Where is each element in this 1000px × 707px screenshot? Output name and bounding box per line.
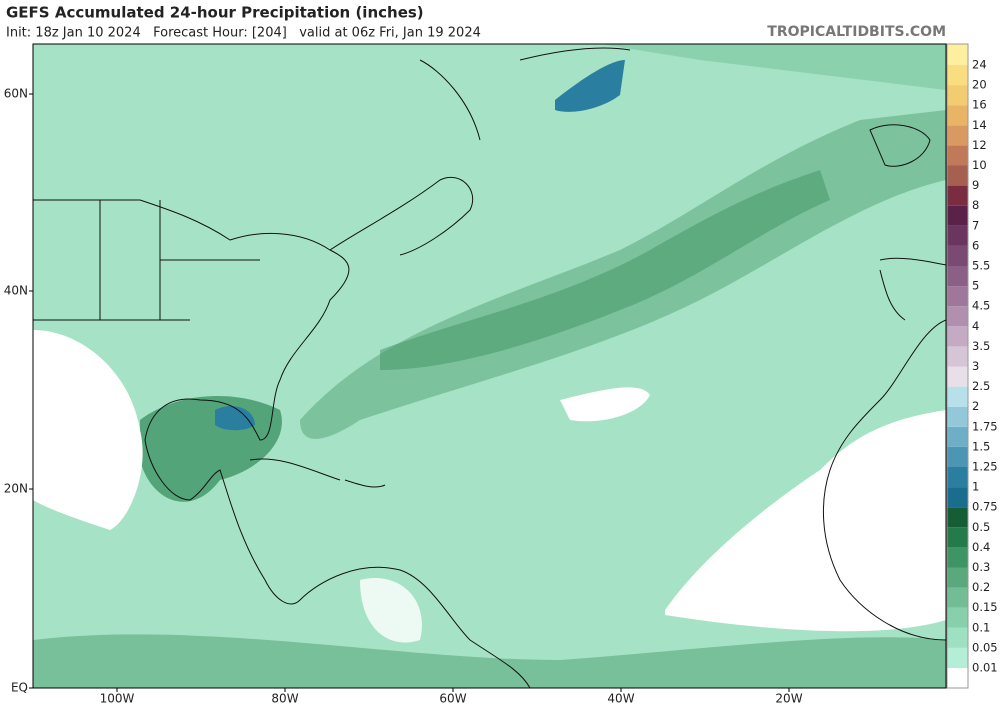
colorbar-label: 0.1 bbox=[972, 620, 990, 634]
colorbar-label: 4 bbox=[972, 319, 979, 333]
lat-label: 20N bbox=[4, 482, 28, 496]
colorbar-swatch bbox=[947, 507, 968, 528]
colorbar-swatch bbox=[947, 446, 968, 467]
colorbar-label: 6 bbox=[972, 238, 979, 252]
lat-label: EQ bbox=[11, 681, 28, 695]
colorbar-swatch bbox=[947, 346, 968, 367]
colorbar-label: 14 bbox=[972, 118, 987, 132]
colorbar-swatch bbox=[947, 105, 968, 126]
colorbar-swatch bbox=[947, 587, 968, 608]
colorbar-label: 24 bbox=[972, 58, 987, 72]
colorbar-label: 5 bbox=[972, 279, 979, 293]
lon-label: 60W bbox=[439, 692, 466, 706]
colorbar-label: 2 bbox=[972, 399, 979, 413]
colorbar-swatch bbox=[947, 306, 968, 327]
colorbar-label: 3 bbox=[972, 359, 979, 373]
colorbar-swatch bbox=[947, 225, 968, 246]
colorbar-swatch bbox=[947, 668, 968, 688]
colorbar-label: 0.15 bbox=[972, 600, 998, 614]
colorbar-swatch bbox=[947, 647, 968, 668]
colorbar-label: 0.4 bbox=[972, 540, 990, 554]
colorbar-label: 0.5 bbox=[972, 520, 990, 534]
colorbar-label: 5.5 bbox=[972, 259, 990, 273]
colorbar-swatch bbox=[947, 185, 968, 206]
colorbar-swatch bbox=[947, 547, 968, 568]
colorbar-swatch bbox=[947, 125, 968, 146]
colorbar-swatch bbox=[947, 286, 968, 307]
colorbar-swatch bbox=[947, 245, 968, 266]
colorbar-label: 1.25 bbox=[972, 460, 998, 474]
colorbar-swatch bbox=[947, 426, 968, 447]
colorbar-swatch bbox=[947, 406, 968, 427]
colorbar-swatch bbox=[947, 487, 968, 508]
colorbar-swatch bbox=[947, 567, 968, 588]
colorbar-label: 1 bbox=[972, 480, 979, 494]
colorbar-label: 16 bbox=[972, 98, 987, 112]
colorbar-label: 1.75 bbox=[972, 419, 998, 433]
colorbar-label: 0.05 bbox=[972, 640, 998, 654]
colorbar-label: 8 bbox=[972, 198, 979, 212]
colorbar-label: 0.75 bbox=[972, 500, 998, 514]
colorbar: 0.01 0.05 0.1 0.15 0.2 0.3 0.4 0.5 0.75 1 1.25 1.5 1… bbox=[946, 43, 998, 689]
title: GEFS Accumulated 24-hour Precipitation (… bbox=[6, 4, 424, 22]
colorbar-swatch bbox=[947, 145, 968, 166]
lon-label: 80W bbox=[271, 692, 298, 706]
lon-label: 20W bbox=[775, 692, 802, 706]
colorbar-frame bbox=[946, 43, 969, 689]
colorbar-label: 0.01 bbox=[972, 661, 998, 675]
colorbar-swatch bbox=[947, 44, 968, 65]
colorbar-label: 2.5 bbox=[972, 379, 990, 393]
lat-label: 40N bbox=[4, 284, 28, 298]
map-frame bbox=[32, 43, 947, 689]
colorbar-swatch bbox=[947, 607, 968, 628]
colorbar-swatch bbox=[947, 386, 968, 407]
colorbar-label: 1.5 bbox=[972, 439, 990, 453]
colorbar-label: 7 bbox=[972, 218, 979, 232]
colorbar-label: 0.2 bbox=[972, 580, 990, 594]
colorbar-swatch bbox=[947, 266, 968, 287]
colorbar-swatch bbox=[947, 85, 968, 106]
colorbar-label: 10 bbox=[972, 158, 987, 172]
colorbar-swatch bbox=[947, 65, 968, 86]
map bbox=[33, 44, 946, 688]
lon-label: 40W bbox=[607, 692, 634, 706]
colorbar-swatch bbox=[947, 467, 968, 488]
colorbar-swatch bbox=[947, 627, 968, 648]
lat-labels: 60N 40N 20N EQ bbox=[4, 87, 33, 695]
colorbar-label: 3.5 bbox=[972, 339, 990, 353]
source: TROPICALTIDBITS.COM bbox=[767, 24, 946, 40]
colorbar-label: 9 bbox=[972, 178, 979, 192]
colorbar-swatch bbox=[947, 205, 968, 226]
colorbar-swatch bbox=[947, 527, 968, 548]
colorbar-label: 20 bbox=[972, 78, 987, 92]
colorbar-swatch bbox=[947, 326, 968, 347]
lat-label: 60N bbox=[4, 87, 28, 101]
colorbar-label: 4.5 bbox=[972, 299, 990, 313]
colorbar-label: 0.3 bbox=[972, 560, 990, 574]
lon-label: 100W bbox=[100, 692, 135, 706]
colorbar-swatch bbox=[947, 366, 968, 387]
colorbar-label: 12 bbox=[972, 138, 987, 152]
lon-labels: 100W 80W 60W 40W 20W bbox=[100, 688, 803, 706]
colorbar-swatch bbox=[947, 165, 968, 186]
subtitle: Init: 18z Jan 10 2024 Forecast Hour: [20… bbox=[6, 26, 481, 41]
